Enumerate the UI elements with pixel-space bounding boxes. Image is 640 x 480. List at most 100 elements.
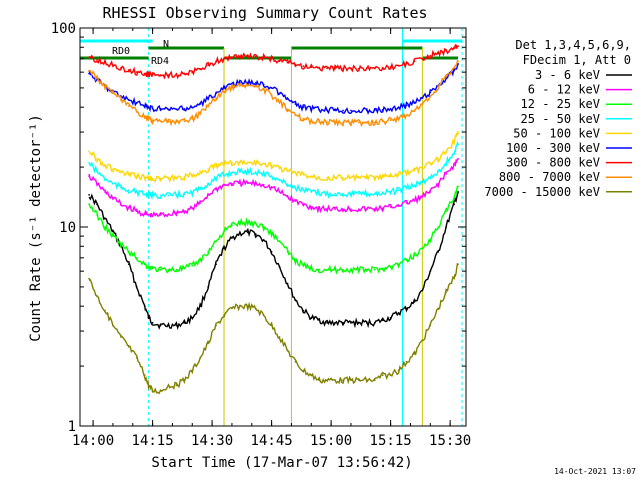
data-point	[310, 175, 313, 178]
data-point	[437, 307, 440, 310]
data-point	[397, 106, 400, 109]
data-point	[381, 66, 384, 69]
chart-title: RHESSI Observing Summary Count Rates	[102, 4, 427, 22]
data-point	[350, 176, 352, 179]
data-point	[286, 349, 289, 352]
series-6	[88, 44, 459, 80]
data-point	[191, 71, 194, 74]
data-point	[127, 99, 130, 101]
data-point	[143, 72, 146, 75]
data-point	[278, 191, 281, 193]
data-point	[318, 379, 321, 382]
data-point	[191, 117, 194, 120]
data-point	[223, 90, 225, 93]
data-point	[413, 184, 416, 187]
data-point	[127, 250, 130, 253]
data-point	[437, 85, 440, 88]
data-point	[457, 191, 459, 193]
data-point	[405, 114, 408, 117]
data-point	[183, 108, 186, 110]
data-point	[88, 56, 91, 59]
data-point	[231, 56, 233, 58]
legend-label: 100 - 300 keV	[506, 141, 600, 155]
data-point	[457, 263, 459, 266]
data-point	[342, 121, 344, 124]
data-point	[405, 307, 408, 310]
data-point	[88, 175, 91, 178]
data-point	[350, 321, 352, 324]
data-point	[294, 186, 297, 189]
data-point	[238, 170, 241, 173]
data-point	[254, 182, 257, 185]
data-point	[88, 277, 91, 280]
data-point	[199, 356, 202, 359]
data-point	[88, 72, 91, 75]
data-point	[135, 356, 138, 359]
data-point	[334, 67, 336, 70]
data-point	[104, 226, 106, 228]
data-point	[429, 238, 432, 240]
data-point	[342, 379, 344, 382]
data-point	[104, 85, 106, 88]
data-point	[429, 54, 432, 57]
data-point	[88, 193, 91, 196]
legend-header-line-1: Det 1,3,4,5,6,9,	[515, 38, 631, 52]
data-point	[223, 162, 225, 165]
data-point	[167, 177, 170, 180]
data-point	[147, 316, 150, 319]
data-point	[262, 183, 265, 186]
series-layer	[88, 44, 459, 395]
data-point	[159, 74, 162, 76]
data-point	[159, 194, 162, 197]
data-point	[286, 61, 289, 64]
data-point	[357, 268, 360, 271]
data-point	[365, 109, 368, 112]
data-point	[326, 192, 329, 195]
data-point	[421, 167, 424, 169]
x-tick-label: 14:00	[72, 433, 114, 449]
data-point	[334, 109, 336, 112]
data-point	[294, 114, 297, 117]
data-point	[286, 250, 289, 253]
data-point	[413, 60, 416, 63]
data-point	[405, 202, 408, 204]
data-point	[270, 57, 273, 60]
data-point	[175, 268, 178, 271]
data-point	[254, 55, 257, 58]
data-point	[199, 202, 202, 204]
data-point	[262, 83, 265, 86]
data-point	[310, 267, 313, 270]
data-point	[143, 176, 146, 179]
data-point	[215, 165, 217, 168]
data-point	[389, 374, 392, 377]
data-point	[238, 81, 241, 84]
data-point	[127, 263, 130, 266]
data-point	[294, 299, 297, 301]
data-point	[326, 379, 329, 382]
data-point	[96, 59, 98, 61]
data-point	[278, 179, 281, 182]
data-point	[405, 104, 408, 107]
data-point	[254, 81, 257, 84]
data-point	[231, 171, 233, 174]
data-point	[389, 108, 392, 110]
data-point	[421, 57, 424, 60]
data-point	[365, 121, 368, 124]
data-point	[413, 301, 416, 303]
data-point	[294, 103, 297, 105]
data-point	[175, 193, 178, 196]
data-point	[143, 263, 146, 266]
data-point	[104, 191, 106, 193]
data-point	[183, 193, 186, 196]
data-point	[286, 195, 289, 198]
data-point	[147, 177, 150, 180]
data-point	[183, 267, 186, 270]
data-point	[127, 206, 130, 209]
data-point	[457, 143, 459, 146]
data-point	[437, 170, 440, 173]
data-point	[357, 67, 360, 70]
data-point	[357, 192, 360, 195]
data-point	[231, 161, 233, 164]
data-point	[381, 267, 384, 270]
